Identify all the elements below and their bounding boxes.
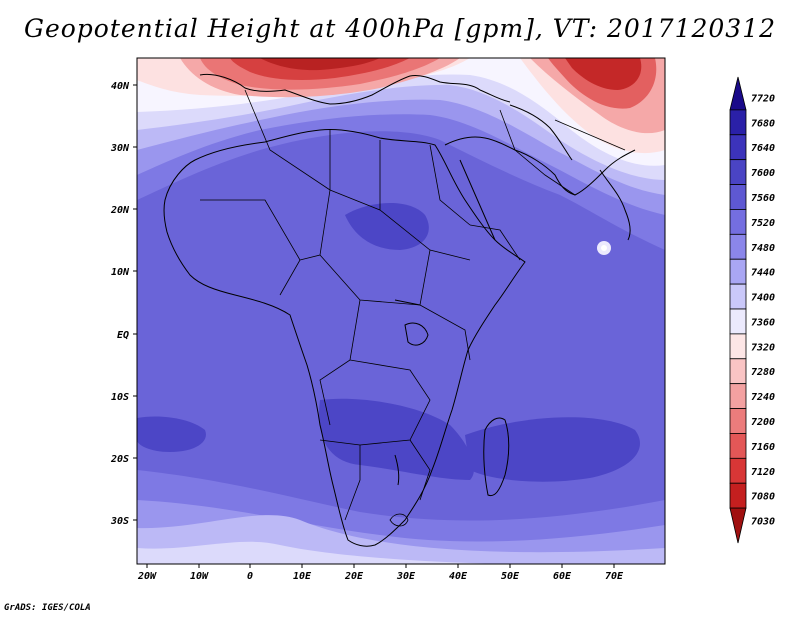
colorbar-swatch bbox=[729, 258, 747, 285]
colorbar-label: 7320 bbox=[751, 342, 775, 353]
colorbar-swatch bbox=[729, 184, 747, 210]
colorbar-swatch bbox=[729, 358, 747, 385]
colorbar-label: 7480 bbox=[751, 243, 775, 254]
colorbar-swatch bbox=[729, 159, 747, 185]
colorbar-swatch bbox=[729, 109, 747, 136]
colorbar-label: 7240 bbox=[751, 392, 775, 403]
colorbar-swatch bbox=[729, 433, 747, 459]
colorbar-label: 7080 bbox=[751, 492, 775, 503]
colorbar-swatch bbox=[729, 209, 747, 235]
footer-credit: GrADS: IGES/COLA bbox=[4, 603, 91, 613]
colorbar-swatch bbox=[729, 283, 747, 310]
lat-label-10s: 10S bbox=[111, 392, 129, 403]
colorbar-swatch bbox=[729, 408, 747, 434]
colorbar-label: 7640 bbox=[751, 143, 775, 154]
colorbar-label: 7680 bbox=[751, 118, 775, 129]
colorbar-label: 7520 bbox=[751, 218, 775, 229]
lon-label-40e: 40E bbox=[449, 571, 468, 582]
colorbar-label: 7360 bbox=[751, 317, 775, 328]
lon-label-70e: 70E bbox=[605, 571, 624, 582]
lat-label-20n: 20N bbox=[110, 205, 130, 216]
colorbar-label: 7440 bbox=[751, 268, 775, 279]
longitude-labels: 20W 10W 0 10E 20E 30E 40E 50E 60E 70E bbox=[137, 571, 624, 582]
lat-label-30n: 30N bbox=[110, 143, 130, 154]
colorbar-label: 7280 bbox=[751, 367, 775, 378]
colorbar-swatch bbox=[729, 383, 747, 409]
colorbar-swatch bbox=[729, 333, 747, 360]
lon-label-20e: 20E bbox=[344, 571, 364, 582]
colorbar-swatch bbox=[729, 76, 747, 111]
latitude-labels: 40N 30N 20N 10N EQ 10S 20S 30S bbox=[110, 81, 130, 527]
lon-label-30e: 30E bbox=[396, 571, 416, 582]
colorbar: 7720 7680 7640 7600 7560 7520 7480 7440 7400 7360… bbox=[729, 76, 775, 544]
lat-label-30s: 30S bbox=[110, 516, 129, 527]
colorbar-label: 7600 bbox=[751, 168, 775, 179]
lon-label-20w: 20W bbox=[137, 571, 157, 582]
lat-label-eq: EQ bbox=[117, 330, 129, 341]
colorbar-swatch bbox=[729, 308, 747, 335]
colorbar-label: 7120 bbox=[751, 467, 775, 478]
country-borders bbox=[200, 89, 626, 527]
lon-label-10w: 10W bbox=[190, 571, 209, 582]
colorbar-label: 7720 bbox=[751, 93, 775, 104]
colorbar-swatch bbox=[729, 233, 747, 260]
plot-frame bbox=[136, 57, 666, 565]
lon-label-50e: 50E bbox=[501, 571, 520, 582]
colorbar-label: 7560 bbox=[751, 193, 775, 204]
lat-label-40n: 40N bbox=[111, 81, 130, 92]
colorbar-label: 7160 bbox=[751, 442, 775, 453]
map-title: Geopotential Height at 400hPa [gpm], VT:… bbox=[23, 14, 777, 43]
colorbar-label: 7400 bbox=[751, 293, 775, 304]
colorbar-swatch bbox=[729, 134, 747, 161]
height-field bbox=[137, 58, 665, 564]
lon-label-0: 0 bbox=[247, 571, 253, 582]
colorbar-swatch bbox=[729, 482, 747, 509]
colorbar-swatch bbox=[729, 507, 747, 544]
colorbar-swatch bbox=[729, 457, 747, 484]
colorbar-label: 7200 bbox=[751, 417, 775, 428]
coastlines bbox=[163, 73, 636, 547]
lat-label-10n: 10N bbox=[111, 267, 130, 278]
lon-label-10e: 10E bbox=[293, 571, 312, 582]
colorbar-label: 7030 bbox=[751, 517, 775, 528]
lon-label-60e: 60E bbox=[553, 571, 572, 582]
lat-label-20s: 20S bbox=[110, 454, 129, 465]
axis-ticks bbox=[133, 84, 615, 568]
